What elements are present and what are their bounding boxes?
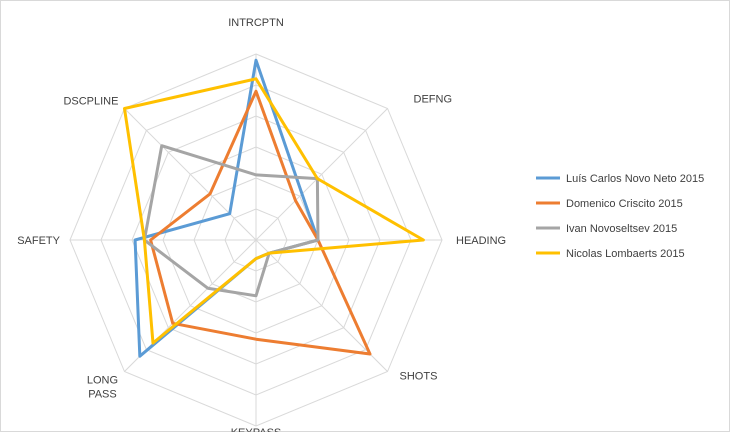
axis-label-2: HEADING bbox=[456, 235, 506, 247]
axis-label-6: SAFETY bbox=[17, 235, 60, 247]
legend-label-3: Nicolas Lombaerts 2015 bbox=[566, 248, 685, 260]
axis-label-1: DEFNG bbox=[414, 93, 453, 105]
series-line-2 bbox=[142, 144, 320, 298]
axis-labels: INTRCPTN DEFNG HEADING SHOTS KEYPASS LONGPASS… bbox=[17, 17, 506, 432]
legend-label-0: Luís Carlos Novo Neto 2015 bbox=[566, 173, 704, 185]
spoke-3 bbox=[255, 239, 388, 372]
radar-series bbox=[122, 58, 425, 358]
axis-label-5: LONG PASS bbox=[87, 375, 118, 401]
legend-label-2: Ivan Novoseltsev 2015 bbox=[566, 223, 677, 235]
spoke-1 bbox=[255, 108, 388, 241]
axis-label-3: SHOTS bbox=[400, 371, 438, 383]
series-line-0 bbox=[133, 58, 320, 358]
series-line-3 bbox=[122, 77, 425, 345]
legend-label-1: Domenico Criscito 2015 bbox=[566, 198, 683, 210]
axis-label-7: DSCPLINE bbox=[63, 95, 118, 107]
legend: Luís Carlos Novo Neto 2015 Domenico Crisc… bbox=[536, 173, 704, 260]
spoke-7 bbox=[124, 108, 257, 241]
axis-label-4: KEYPASS bbox=[231, 427, 282, 432]
axis-label-0: INTRCPTN bbox=[228, 17, 284, 29]
series-line-1 bbox=[149, 89, 372, 356]
